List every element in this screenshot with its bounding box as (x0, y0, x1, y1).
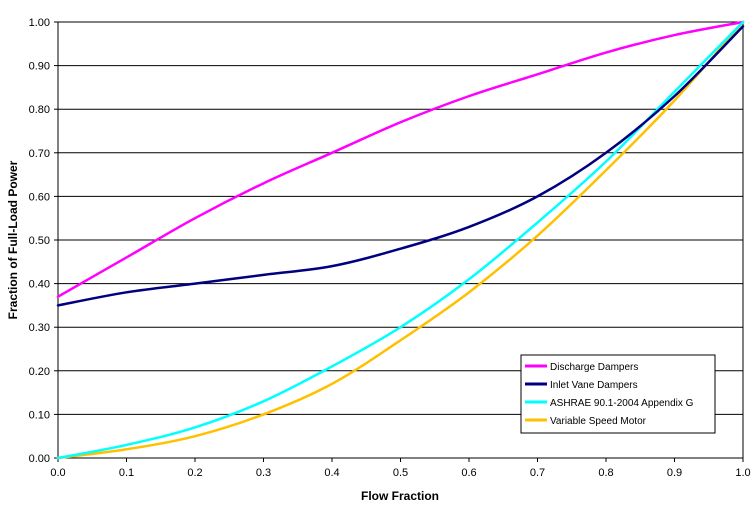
legend-label: Variable Speed Motor (550, 416, 647, 427)
y-tick-label: 0.40 (29, 279, 50, 291)
x-tick-label: 0.6 (461, 467, 476, 479)
legend-box (520, 354, 716, 434)
x-tick-label: 0.8 (598, 467, 613, 479)
y-axis-title: Fraction of Full-Load Power (6, 160, 20, 319)
legend-label: Discharge Dampers (550, 362, 638, 373)
x-tick-label: 0.7 (530, 467, 545, 479)
legend: Discharge Dampers Inlet Vane Dampers ASHRA… (520, 354, 716, 434)
x-tick-label: 0.1 (119, 467, 134, 479)
y-tick-label: 0.60 (29, 191, 50, 203)
y-tick-label: 0.10 (29, 409, 50, 421)
y-tick-label: 0.70 (29, 148, 50, 160)
y-tick-labels: 0.00 0.10 0.20 0.30 0.40 0.50 0.60 0.70 0.80 0.90… (29, 17, 50, 465)
x-tick-marks (57, 458, 744, 462)
y-tick-label: 0.90 (29, 61, 50, 73)
x-axis-title: Flow Fraction (361, 489, 439, 503)
x-tick-label: 0.0 (50, 467, 65, 479)
x-tick-label: 0.9 (667, 467, 682, 479)
y-tick-label: 0.30 (29, 322, 50, 334)
x-tick-label: 0.2 (187, 467, 202, 479)
y-tick-label: 0.50 (29, 235, 50, 247)
series-layer (56, 20, 745, 460)
legend-label: Inlet Vane Dampers (550, 380, 638, 391)
legend-label: ASHRAE 90.1-2004 Appendix G (550, 398, 694, 409)
series-line-ashrae-90-1-2004-appendix-g (56, 20, 745, 460)
series-line-inlet-vane-dampers (56, 25, 745, 307)
x-tick-label: 1.0 (735, 467, 750, 479)
y-tick-label: 0.80 (29, 104, 50, 116)
y-tick-label: 0.20 (29, 366, 50, 378)
x-tick-label: 0.3 (256, 467, 271, 479)
legend-items: Discharge Dampers Inlet Vane Dampers ASHRA… (525, 362, 694, 427)
y-tick-label: 0.00 (29, 453, 50, 465)
y-tick-label: 1.00 (29, 17, 50, 29)
y-tick-marks (54, 21, 58, 459)
series-line-discharge-dampers (56, 20, 745, 298)
x-tick-label: 0.5 (393, 467, 408, 479)
series-line-variable-speed-motor (56, 20, 745, 460)
x-tick-labels: 0.0 0.1 0.2 0.3 0.4 0.5 0.6 0.7 0.8 0.9 1.0 (50, 467, 750, 479)
x-tick-label: 0.4 (324, 467, 339, 479)
